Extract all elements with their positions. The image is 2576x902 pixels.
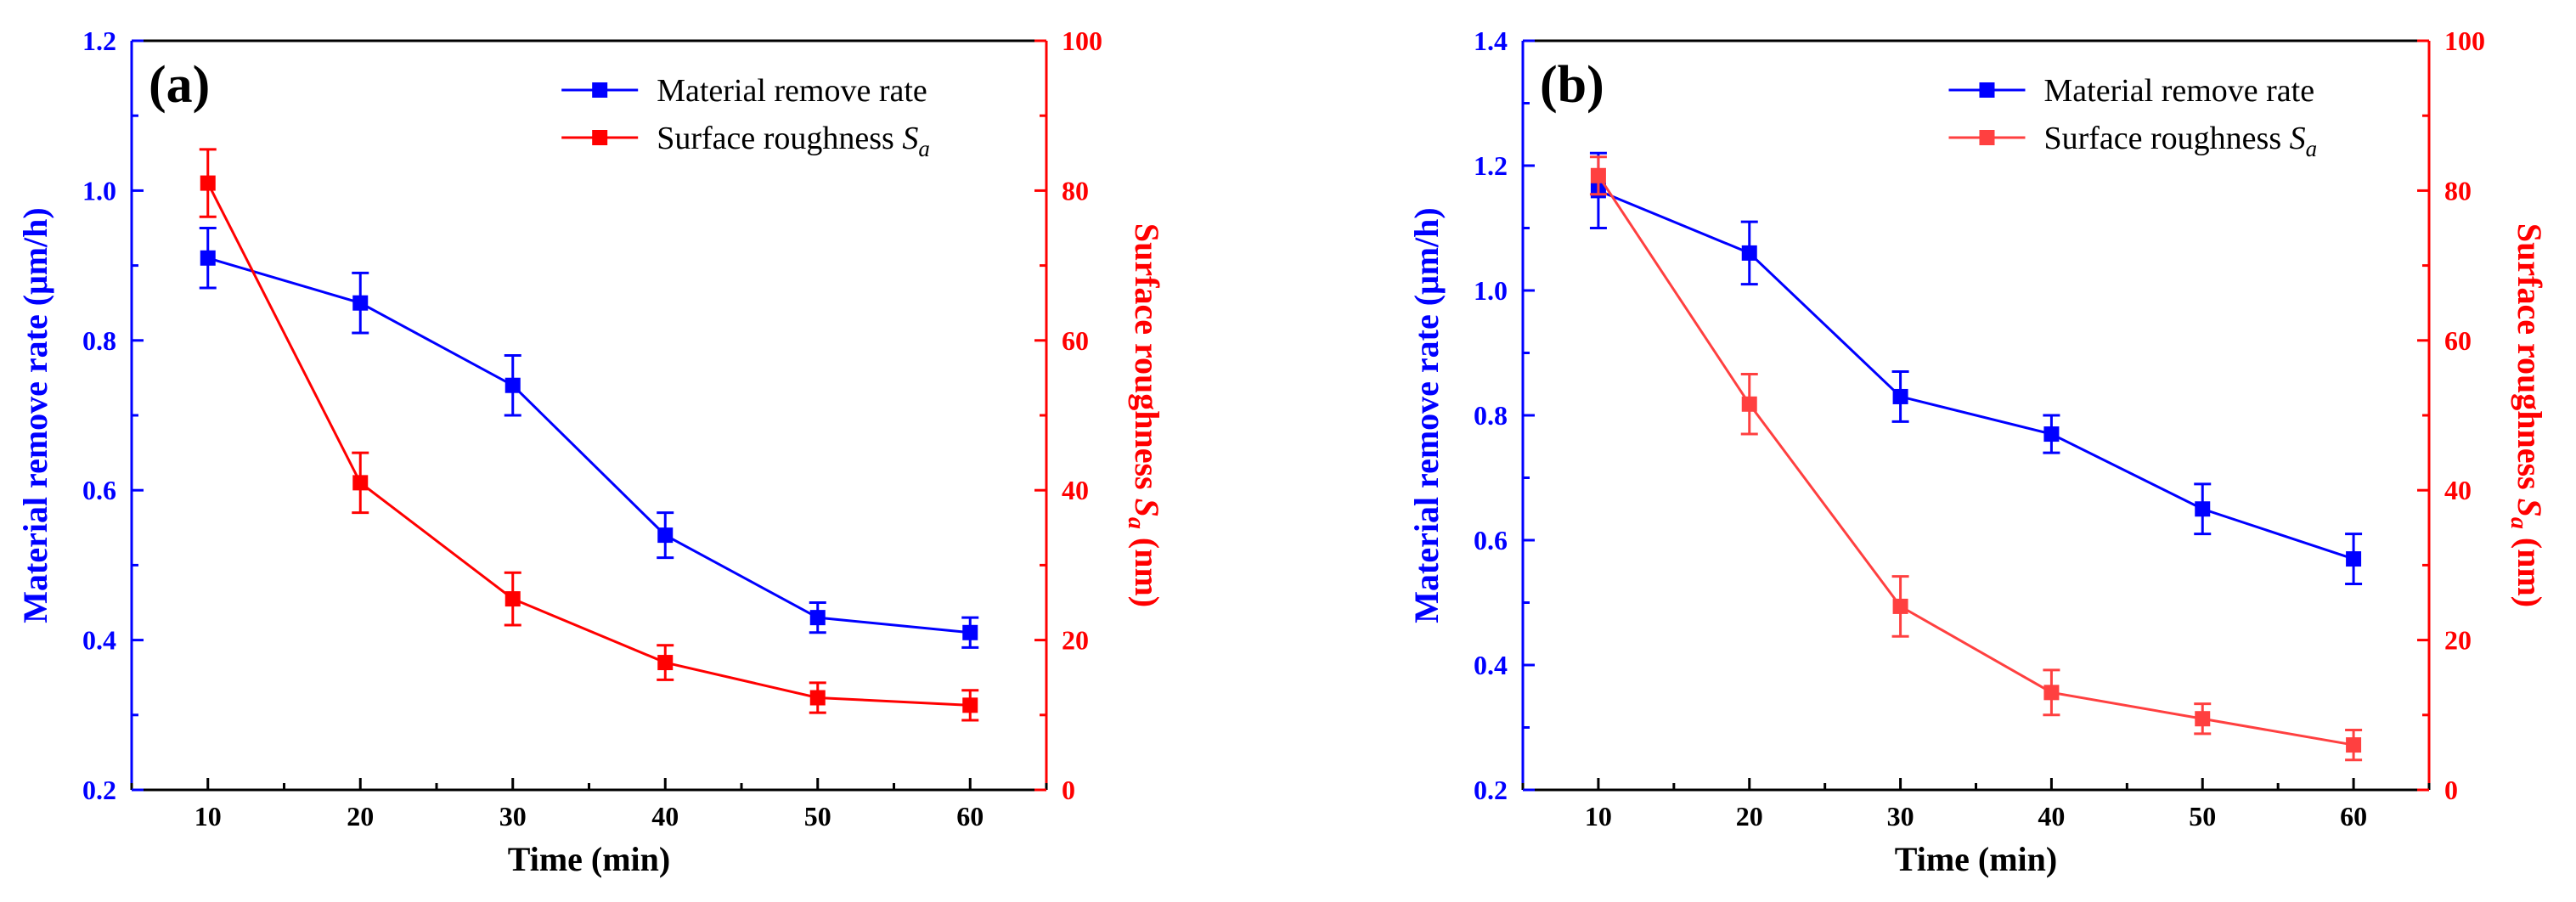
- y-left-tick-label: 1.0: [82, 175, 116, 206]
- y-left-axis-title: Material remove rate (μm/h): [1407, 207, 1446, 623]
- data-point: [200, 250, 216, 266]
- chart-panel-2: 10 20 30 40 50 60 0.2 0.4 0.6 0.8 1.0 1.2 1.4 0 20 40 60…: [1407, 25, 2549, 878]
- y-left-tick-label: 0.8: [82, 325, 116, 356]
- y-left-tick-label: 1.2: [82, 25, 116, 56]
- data-point: [962, 697, 978, 713]
- y-right-axis-title: Surface roughness Sa (nm): [2506, 223, 2549, 607]
- data-point: [504, 377, 521, 393]
- y-right-tick-label: 100: [1062, 25, 1102, 56]
- data-point: [2043, 685, 2060, 701]
- data-point: [962, 624, 978, 640]
- y-right-tick-label: 20: [1062, 625, 1089, 656]
- x-tick-label: 60: [2340, 801, 2367, 832]
- data-point: [1892, 598, 1908, 614]
- data-point: [1590, 167, 1606, 183]
- data-point: [657, 655, 674, 671]
- series-line-2: [1597, 174, 2354, 747]
- y-right-axis-title: Surface roughness Sa (nm): [1123, 223, 1166, 607]
- x-tick-label: 10: [194, 801, 222, 832]
- y-left-tick-label: 1.2: [1474, 150, 1508, 181]
- y-right-tick-label: 0: [2444, 775, 2458, 805]
- y-right-tick-label: 80: [2444, 175, 2472, 206]
- panel-label: (a): [149, 56, 210, 114]
- y-right-tick-label: 80: [1062, 175, 1089, 206]
- data-point: [2043, 426, 2060, 443]
- y-left-tick-label: 0.2: [1474, 775, 1508, 805]
- y-left-tick-label: 0.4: [82, 625, 116, 656]
- y-left-tick-label: 0.2: [82, 775, 116, 805]
- x-tick-label: 30: [499, 801, 527, 832]
- x-tick-label: 40: [651, 801, 679, 832]
- y-right-tick-label: 40: [1062, 475, 1089, 505]
- y-right-tick-label: 60: [1062, 325, 1089, 356]
- x-tick-label: 60: [956, 801, 984, 832]
- y-left-tick-label: 0.6: [1474, 525, 1508, 555]
- y-left-tick-label: 0.8: [1474, 400, 1508, 431]
- data-point: [809, 690, 826, 706]
- x-tick-label: 30: [1887, 801, 1914, 832]
- x-tick-label: 50: [804, 801, 831, 832]
- data-point: [2195, 711, 2211, 727]
- x-tick-label: 20: [347, 801, 374, 832]
- x-axis-title: Time (min): [1895, 840, 2057, 878]
- y-right-tick-label: 100: [2444, 25, 2485, 56]
- y-left-tick-label: 1.0: [1474, 275, 1508, 306]
- data-point: [1741, 396, 1757, 412]
- legend-marker: [592, 82, 608, 98]
- panel-label: (b): [1540, 56, 1604, 114]
- data-point: [1741, 245, 1757, 261]
- y-right-tick-label: 0: [1062, 775, 1075, 805]
- chart-panel-1: 10 20 30 40 50 60 0.2 0.4 0.6 0.8 1.0 1.2 0 20 40 60 80 1…: [16, 25, 1166, 878]
- x-axis-title: Time (min): [508, 840, 670, 878]
- data-point: [200, 175, 216, 191]
- y-left-tick-label: 1.4: [1474, 25, 1508, 56]
- data-point: [2195, 501, 2211, 517]
- data-point: [352, 295, 369, 311]
- x-tick-label: 10: [1585, 801, 1612, 832]
- series-line-2: [206, 182, 971, 707]
- data-point: [2346, 551, 2362, 567]
- data-point: [352, 475, 369, 491]
- data-point: [657, 527, 674, 544]
- y-right-tick-label: 60: [2444, 325, 2472, 356]
- y-left-tick-label: 0.6: [82, 475, 116, 505]
- legend-entry: Surface roughness Sa: [657, 121, 930, 161]
- y-right-tick-label: 20: [2444, 625, 2472, 656]
- data-point: [2346, 737, 2362, 753]
- legend-entry: Surface roughness Sa: [2043, 121, 2317, 161]
- y-left-axis-title: Material remove rate (μm/h): [16, 207, 54, 623]
- legend-entry: Material remove rate: [657, 73, 927, 109]
- x-tick-label: 50: [2189, 801, 2216, 832]
- legend-entry: Material remove rate: [2043, 73, 2314, 109]
- series-line-1: [207, 257, 971, 634]
- data-point: [809, 610, 826, 626]
- legend-marker: [1979, 82, 1995, 98]
- legend-marker: [1979, 130, 1995, 145]
- x-tick-label: 40: [2038, 801, 2065, 832]
- y-left-tick-label: 0.4: [1474, 650, 1508, 680]
- data-point: [1892, 388, 1908, 404]
- y-right-tick-label: 40: [2444, 475, 2472, 505]
- legend-marker: [592, 130, 608, 145]
- series-line-1: [1598, 189, 2354, 561]
- x-tick-label: 20: [1736, 801, 1763, 832]
- data-point: [504, 591, 521, 607]
